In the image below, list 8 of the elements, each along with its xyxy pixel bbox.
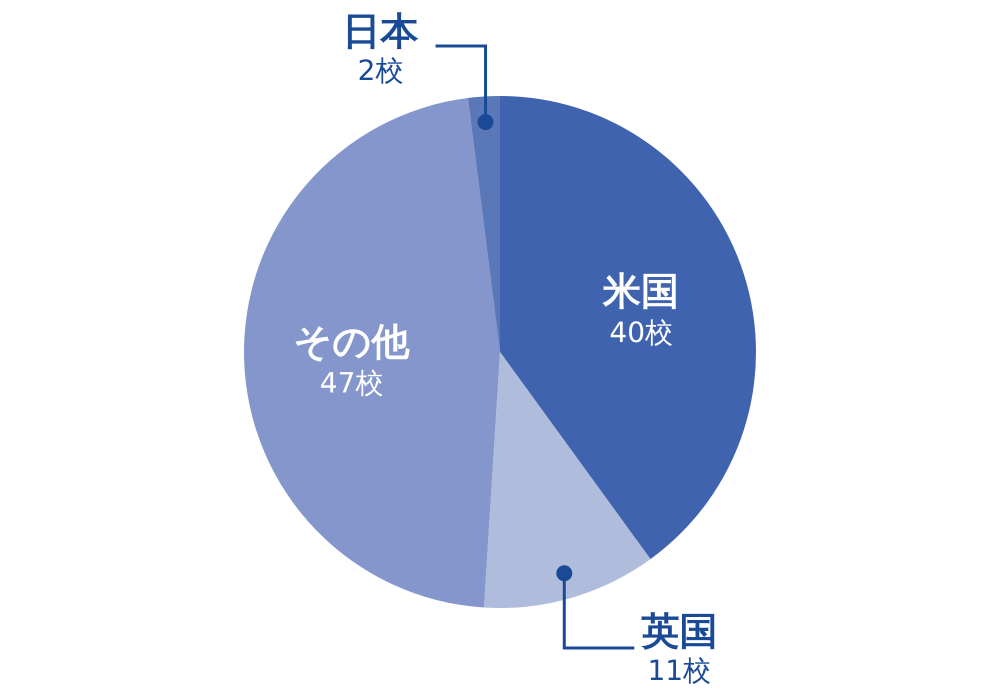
slice-label: 米国 — [602, 269, 680, 314]
data-label: 40校 — [609, 316, 674, 350]
slice-label: 日本 — [342, 9, 419, 53]
data-label: 47校 — [320, 366, 384, 400]
data-label: 2校 — [358, 54, 404, 87]
data-label: 11校 — [647, 654, 712, 687]
slice-label: その他 — [294, 320, 411, 364]
slice-label: 英国 — [640, 609, 718, 653]
